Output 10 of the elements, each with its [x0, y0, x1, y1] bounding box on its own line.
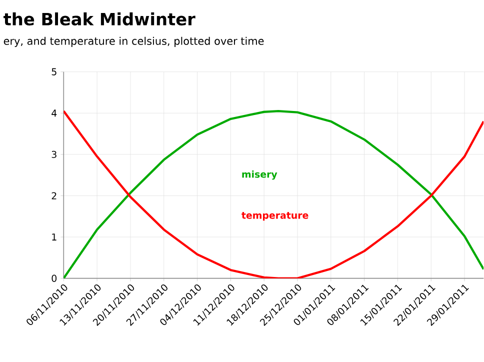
y-tick-label: 0 [52, 274, 57, 282]
chart-subtitle: ery, and temperature in celsius, plotted over time [4, 36, 264, 47]
y-tick-label: 5 [52, 68, 56, 76]
text: temperature [242, 212, 308, 221]
chart-title: the Bleak Midwinter [4, 12, 196, 26]
y-tick-label: 2 [52, 192, 56, 200]
y-tick-label: 3 [52, 150, 56, 158]
y-tick-label: 1 [52, 234, 56, 240]
text: misery [242, 170, 278, 180]
y-tick-label: 4 [52, 110, 57, 117]
